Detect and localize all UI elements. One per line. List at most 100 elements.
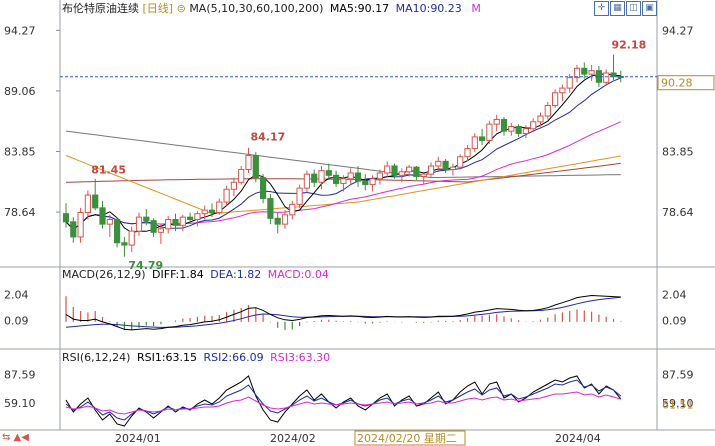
candle-body bbox=[544, 105, 551, 117]
rsi-tick-right: 59.10 bbox=[662, 397, 694, 410]
price-tick-left: 94.27 bbox=[4, 24, 36, 37]
candle-body bbox=[508, 125, 515, 132]
macd-dea-line bbox=[65, 296, 621, 328]
candle-body bbox=[471, 136, 478, 150]
price-tick-right: 83.85 bbox=[662, 145, 694, 158]
gear-icon[interactable]: ⊜ bbox=[176, 2, 186, 15]
rsi-tick-right: 87.59 bbox=[662, 368, 694, 381]
candle-body bbox=[296, 187, 303, 205]
macd-tick-right: 0.09 bbox=[662, 315, 687, 328]
rsi-line-rsi3 bbox=[65, 391, 621, 415]
candle-body bbox=[500, 118, 508, 132]
rsi-line-rsi2 bbox=[65, 379, 622, 421]
candle-body bbox=[62, 213, 70, 223]
candle-body bbox=[150, 220, 157, 233]
candle-body bbox=[427, 165, 435, 175]
candle-body bbox=[106, 218, 113, 225]
ma30-line bbox=[65, 121, 622, 231]
macd-tick-right: 2.04 bbox=[662, 288, 687, 301]
candle-body bbox=[172, 218, 179, 226]
candle-body bbox=[464, 148, 471, 158]
time-tick-label: 2024/04 bbox=[555, 432, 601, 445]
rsi-spec: RSI(6,12,24) bbox=[62, 351, 131, 364]
rsi-tick-left: 59.10 bbox=[4, 397, 36, 410]
more-ma-toggle[interactable]: M bbox=[471, 2, 481, 15]
candle-body bbox=[135, 216, 143, 232]
macd-diff: DIFF:1.84 bbox=[152, 268, 204, 281]
candle-body bbox=[208, 209, 216, 214]
candle-body bbox=[92, 194, 99, 209]
crosshair-icon[interactable]: ✛ bbox=[594, 1, 609, 16]
candle-body bbox=[449, 166, 456, 170]
ma-spec: MA(5,10,30,60,100,200) bbox=[189, 2, 324, 15]
candle-body bbox=[114, 218, 121, 244]
candle-body bbox=[260, 177, 267, 200]
ma10-line bbox=[65, 77, 621, 231]
main-legend: 布伦特原油连续 [日线] ⊜ MA(5,10,30,60,100,200) MA… bbox=[62, 2, 481, 16]
candle-body bbox=[406, 166, 413, 173]
macd-value: MACD:0.04 bbox=[267, 268, 329, 281]
refresh-icon[interactable]: ⇆ ▲◀ bbox=[2, 432, 29, 443]
candle-body bbox=[479, 136, 486, 141]
candle-body bbox=[340, 178, 347, 184]
candle-body bbox=[413, 166, 420, 177]
candle-body bbox=[573, 67, 581, 79]
price-annotation: 92.18 bbox=[612, 39, 647, 52]
candle-body bbox=[354, 172, 362, 182]
current-price-label: 90.28 bbox=[661, 77, 693, 90]
candle-body bbox=[420, 173, 427, 177]
candle-body bbox=[362, 180, 369, 186]
ma5-line bbox=[65, 73, 621, 234]
price-tick-left: 78.64 bbox=[4, 206, 36, 219]
macd-tick-left: 0.09 bbox=[4, 315, 29, 328]
candle-body bbox=[384, 165, 391, 174]
candle-body bbox=[201, 209, 208, 215]
rsi1-value: RSI1:63.15 bbox=[136, 351, 198, 364]
price-tick-right: 78.64 bbox=[662, 206, 694, 219]
candle-body bbox=[522, 128, 529, 134]
candle-body bbox=[267, 198, 274, 219]
expand-icon[interactable]: ▣ bbox=[642, 1, 657, 16]
current-price-tag bbox=[657, 75, 715, 91]
candle-body bbox=[391, 165, 398, 176]
candle-body bbox=[530, 121, 537, 130]
candle-body bbox=[311, 173, 318, 183]
candle-body bbox=[223, 188, 230, 203]
candle-body bbox=[216, 201, 223, 214]
price-annotation: 74.79 bbox=[128, 259, 163, 272]
price-annotation: 84.17 bbox=[251, 131, 286, 144]
candle-body bbox=[581, 67, 588, 75]
candle-body bbox=[121, 242, 128, 246]
candle-body bbox=[603, 72, 610, 83]
crosshair-date-box bbox=[354, 430, 466, 446]
grid-icon[interactable]: ▦ bbox=[610, 1, 625, 16]
ma5-value: MA5:90.17 bbox=[329, 2, 390, 15]
period-tag[interactable]: [日线] bbox=[142, 2, 174, 15]
chart-icon[interactable]: ◫ bbox=[626, 1, 641, 16]
rsi-line-rsi1 bbox=[65, 375, 622, 427]
candle-body bbox=[128, 230, 135, 246]
candle-body bbox=[559, 87, 566, 94]
candle-body bbox=[325, 170, 332, 176]
price-annotation: 81.45 bbox=[91, 163, 126, 176]
price-tick-left: 83.85 bbox=[4, 145, 36, 158]
ma200-line bbox=[65, 130, 621, 179]
candle-body bbox=[457, 156, 464, 168]
candle-body bbox=[610, 72, 617, 77]
rsi-legend: RSI(6,12,24) RSI1:63.15 RSI2:66.09 RSI3:… bbox=[62, 351, 330, 365]
candle-body bbox=[289, 203, 296, 216]
candle-body bbox=[281, 214, 289, 225]
macd-diff-line bbox=[65, 294, 621, 331]
time-tick-label: 2024/02/20 星期二 bbox=[357, 432, 457, 445]
candle-body bbox=[274, 217, 281, 225]
macd-spec: MACD(26,12,9) bbox=[62, 268, 146, 281]
candle-body bbox=[194, 213, 201, 220]
candle-body bbox=[333, 174, 340, 184]
candle-body bbox=[552, 92, 559, 107]
macd-legend: MACD(26,12,9) DIFF:1.84 DEA:1.82 MACD:0.… bbox=[62, 268, 329, 282]
candle-body bbox=[252, 155, 259, 179]
candle-body bbox=[486, 123, 493, 141]
candle-body bbox=[398, 171, 405, 176]
